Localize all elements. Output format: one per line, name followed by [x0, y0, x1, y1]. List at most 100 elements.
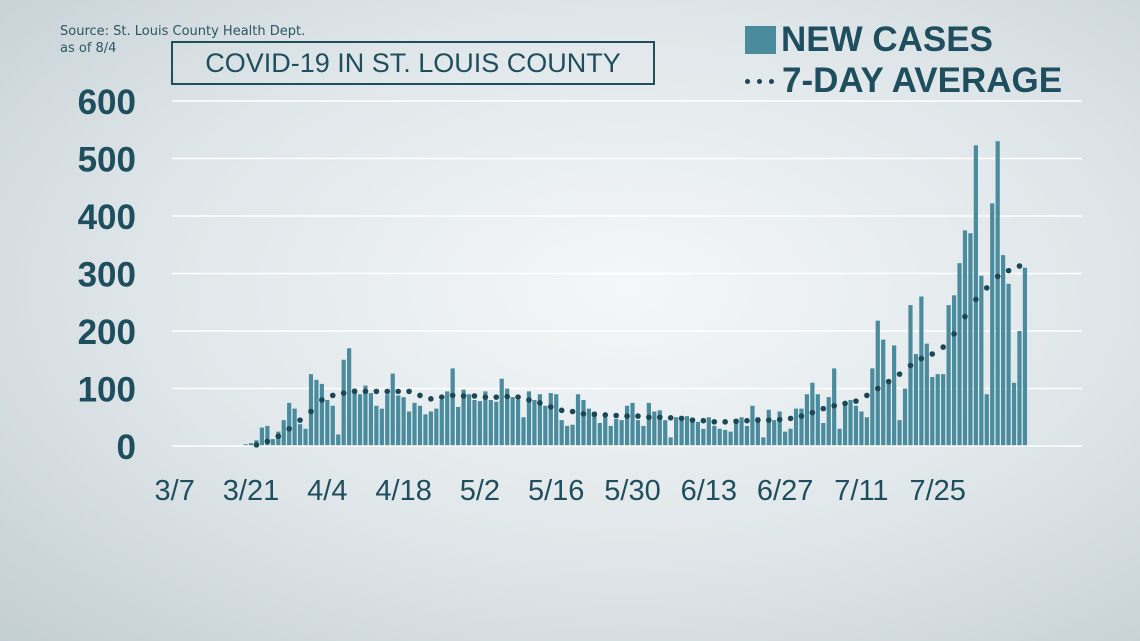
bar-day-135 — [908, 305, 913, 446]
avg-dot-day-65 — [526, 397, 532, 403]
avg-dot-day-155 — [1016, 263, 1023, 269]
bar-day-145 — [962, 230, 968, 446]
bar-day-150 — [990, 203, 995, 446]
bar-day-82 — [619, 420, 624, 446]
avg-dot-day-151 — [994, 273, 1001, 280]
avg-dot-day-91 — [667, 415, 674, 421]
bar-day-47 — [428, 411, 433, 446]
bar-day-18 — [270, 439, 275, 446]
bar-day-134 — [902, 388, 908, 446]
bar-day-131 — [886, 382, 891, 446]
avg-dot-day-99 — [711, 419, 718, 425]
bar-day-52 — [456, 406, 461, 446]
avg-dot-day-153 — [1005, 267, 1012, 274]
bar-day-36 — [368, 393, 374, 446]
avg-dot-day-57 — [482, 394, 489, 400]
avg-dot-day-97 — [700, 417, 707, 424]
bar-day-85 — [635, 420, 641, 446]
avg-dot-day-145 — [962, 313, 968, 320]
bar-day-155 — [1017, 331, 1022, 446]
bar-day-28 — [325, 400, 330, 446]
bar-day-120 — [826, 397, 831, 446]
bar-day-154 — [1011, 382, 1017, 446]
bar-day-152 — [1001, 255, 1006, 446]
x-tick-label-4-4: 4/4 — [307, 475, 347, 507]
avg-dot-day-107 — [755, 417, 761, 423]
avg-dot-day-131 — [885, 378, 892, 385]
avg-dot-day-87 — [646, 414, 652, 421]
avg-dot-day-25 — [308, 408, 314, 415]
bar-day-127 — [864, 417, 869, 446]
bar-day-73 — [570, 424, 575, 446]
bar-day-44 — [412, 402, 417, 446]
avg-dot-day-27 — [319, 397, 325, 403]
bar-day-103 — [733, 423, 739, 446]
avg-dot-day-59 — [493, 394, 500, 400]
y-tick-label-600: 600 — [78, 83, 136, 122]
bar-day-14 — [248, 443, 254, 446]
bar-day-13 — [243, 444, 248, 446]
bar-day-68 — [543, 405, 548, 446]
bar-day-76 — [586, 408, 592, 446]
bar-day-43 — [406, 411, 412, 446]
bar-day-66 — [532, 400, 537, 446]
bar-day-42 — [401, 397, 406, 446]
bar-day-53 — [461, 389, 466, 446]
y-tick-label-400: 400 — [78, 198, 136, 237]
avg-dot-day-85 — [635, 413, 641, 419]
avg-dot-day-19 — [275, 433, 282, 440]
bar-day-70 — [554, 394, 559, 446]
bar-day-101 — [723, 429, 728, 446]
bar-day-112 — [783, 431, 788, 446]
avg-dot-day-135 — [907, 362, 914, 369]
avg-dot-day-103 — [733, 418, 739, 425]
bar-day-128 — [870, 368, 875, 446]
avg-dot-day-69 — [547, 404, 554, 410]
bar-day-93 — [679, 418, 684, 446]
bar-day-75 — [581, 400, 586, 446]
bar-day-57 — [483, 391, 488, 446]
x-tick-label-7-25: 7/25 — [909, 475, 965, 507]
bar-day-146 — [968, 233, 973, 446]
avg-dot-day-83 — [624, 413, 630, 419]
bar-day-16 — [259, 427, 265, 446]
bar-day-65 — [526, 391, 532, 446]
bar-day-95 — [690, 420, 695, 446]
bar-day-148 — [979, 275, 984, 446]
bar-day-100 — [717, 428, 722, 446]
avg-dot-day-111 — [776, 416, 783, 423]
avg-dot-day-101 — [722, 419, 728, 425]
bar-day-156 — [1022, 267, 1028, 446]
bar-day-26 — [314, 379, 319, 446]
bar-day-86 — [641, 425, 646, 446]
avg-dot-day-71 — [558, 407, 565, 414]
avg-dot-day-123 — [842, 400, 848, 407]
avg-dot-day-129 — [874, 385, 881, 392]
bar-day-74 — [575, 394, 581, 446]
bar-day-138 — [924, 343, 929, 446]
bar-day-107 — [755, 417, 760, 446]
x-tick-label-5-2: 5/2 — [460, 475, 500, 507]
bar-day-116 — [804, 394, 810, 446]
avg-dot-day-117 — [809, 409, 816, 416]
bar-day-114 — [793, 408, 799, 446]
bar-day-136 — [913, 354, 919, 446]
avg-dot-day-35 — [362, 388, 369, 395]
avg-dot-day-75 — [580, 411, 587, 417]
bar-day-40 — [390, 373, 395, 446]
avg-dot-day-143 — [951, 331, 957, 337]
bar-day-133 — [897, 420, 902, 446]
bar-day-92 — [674, 417, 679, 446]
bar-day-71 — [559, 420, 564, 446]
bar-day-94 — [684, 416, 690, 446]
bar-day-56 — [477, 401, 483, 446]
x-tick-label-3-7: 3/7 — [155, 475, 195, 507]
bar-day-124 — [848, 400, 853, 446]
avg-dot-day-23 — [297, 417, 303, 423]
bar-day-67 — [537, 394, 542, 446]
avg-dot-day-53 — [460, 393, 467, 399]
legend-label-7-day-average: 7-DAY AVERAGE — [782, 61, 1063, 100]
bar-day-118 — [815, 394, 820, 446]
avg-dot-day-95 — [689, 417, 696, 423]
